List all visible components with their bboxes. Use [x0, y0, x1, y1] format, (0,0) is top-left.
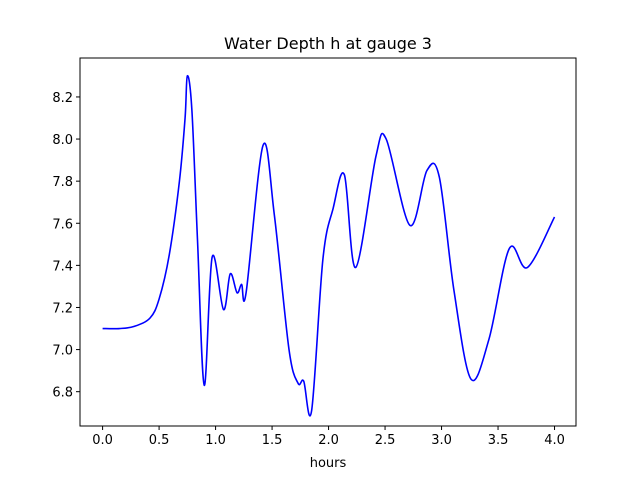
x-tick-label: 4.0: [544, 433, 565, 448]
y-tick-label: 8.2: [52, 91, 73, 106]
y-tick-label: 6.8: [52, 386, 73, 401]
x-tick-label: 1.5: [262, 433, 283, 448]
x-axis-label: hours: [310, 456, 347, 471]
x-tick-label: 2.0: [318, 433, 339, 448]
y-tick-label: 7.8: [52, 175, 73, 190]
chart-title: Water Depth h at gauge 3: [224, 34, 432, 53]
x-tick-label: 3.5: [488, 433, 509, 448]
y-tick-label: 7.6: [52, 217, 73, 232]
x-tick-label: 1.0: [205, 433, 226, 448]
y-tick-label: 7.2: [52, 301, 73, 316]
series-line-h: [102, 75, 556, 417]
y-tick-label: 8.0: [52, 133, 73, 148]
x-tick-label: 3.0: [431, 433, 452, 448]
y-tick-label: 7.0: [52, 344, 73, 359]
x-tick-label: 0.5: [149, 433, 170, 448]
x-tick-label: 2.5: [375, 433, 396, 448]
x-tick-label: 0.0: [92, 433, 113, 448]
axes-frame: [79, 57, 577, 427]
y-tick-label: 7.4: [52, 259, 73, 274]
